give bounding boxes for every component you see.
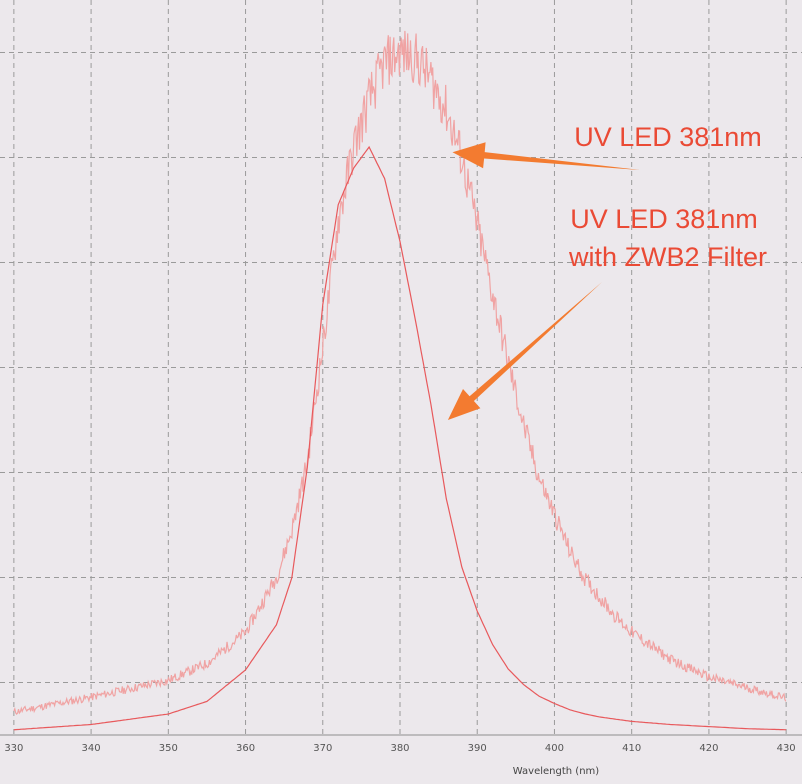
x-tick-label-3: 360 [236, 743, 255, 754]
x-tick-label-6: 390 [468, 743, 487, 754]
x-tick-label-1: 340 [82, 743, 101, 754]
annotation-1-arrow [452, 142, 640, 170]
x-tick-label-7: 400 [545, 743, 564, 754]
x-tick-label-9: 420 [699, 743, 718, 754]
x-axis-label: Wavelength (nm) [513, 766, 599, 777]
x-tick-label-0: 330 [4, 743, 23, 754]
x-tick-label-5: 380 [390, 743, 409, 754]
x-tick-label-4: 370 [313, 743, 332, 754]
x-tick-labels: 330 340 350 360 370 380 390 400 410 420 430 [4, 743, 795, 754]
annotation-2-line1: UV LED 381nm [570, 204, 758, 234]
annotation-2-line2: with ZWB2 Filter [568, 242, 767, 272]
annotation-1-line1: UV LED 381nm [574, 122, 762, 152]
x-tick-label-2: 350 [159, 743, 178, 754]
grid-lines [0, 0, 802, 736]
series-group [13, 30, 787, 731]
annotations: UV LED 381nm UV LED 381nm with ZWB2 Filter [447, 122, 767, 420]
x-tick-label-10: 430 [777, 743, 796, 754]
series-line-1 [13, 145, 787, 731]
annotation-2-arrow [447, 282, 602, 420]
x-tick-label-8: 410 [622, 743, 641, 754]
series-line-0 [13, 30, 787, 716]
